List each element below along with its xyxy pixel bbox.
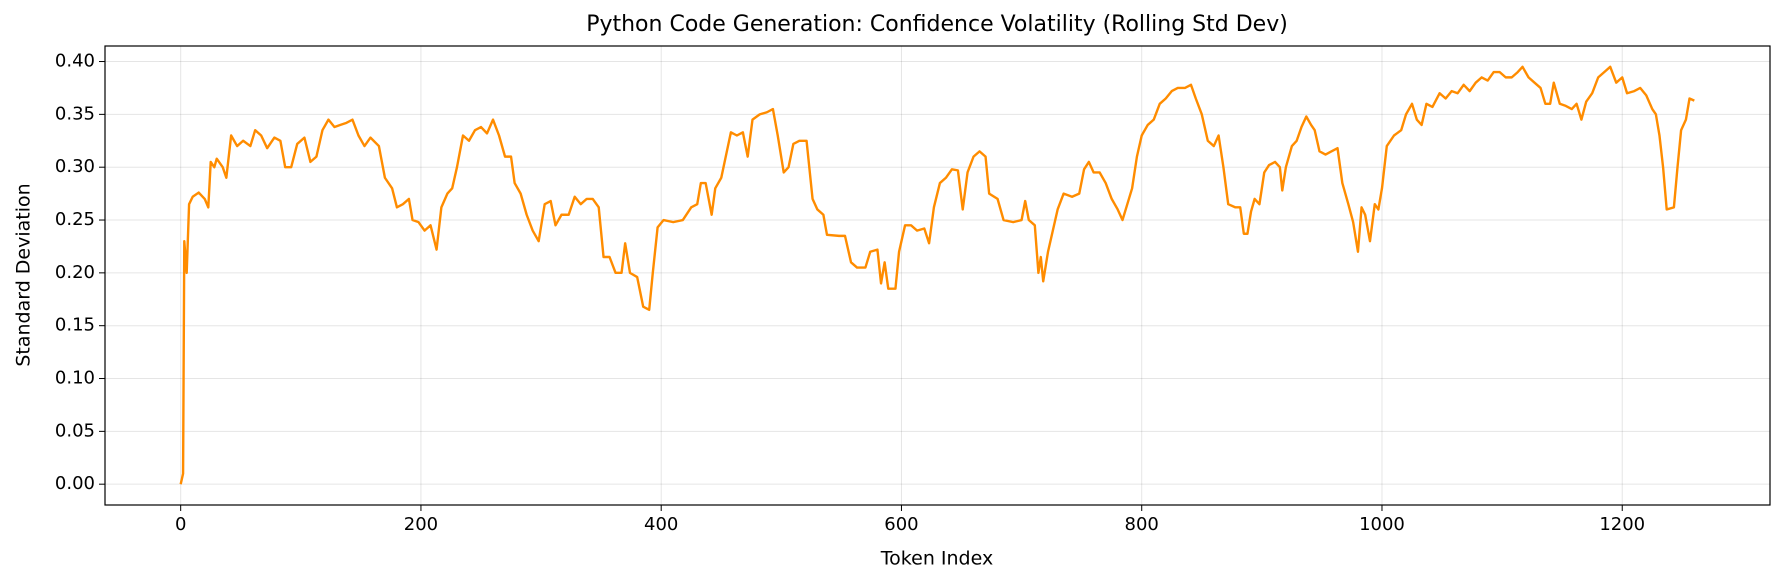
y-tick-label: 0.05 bbox=[55, 420, 95, 441]
x-tick-label: 800 bbox=[1125, 514, 1159, 535]
y-tick-label: 0.10 bbox=[55, 368, 95, 389]
y-tick-label: 0.25 bbox=[55, 209, 95, 230]
data-line bbox=[179, 65, 1695, 485]
plot-frame bbox=[104, 45, 1771, 506]
x-tick-label: 1200 bbox=[1599, 514, 1645, 535]
y-axis-label: Standard Deviation bbox=[13, 183, 35, 366]
x-tick-label: 400 bbox=[644, 514, 678, 535]
x-tick-label: 0 bbox=[175, 514, 186, 535]
y-tick-label: 0.20 bbox=[55, 262, 95, 283]
x-axis-label: Token Index bbox=[880, 548, 993, 570]
y-tick-label: 0.40 bbox=[55, 51, 95, 72]
x-tick-label: 600 bbox=[884, 514, 918, 535]
x-tick-label: 200 bbox=[404, 514, 438, 535]
x-tick-label: 1000 bbox=[1359, 514, 1405, 535]
y-tick-label: 0.00 bbox=[55, 473, 95, 494]
y-tick-label: 0.15 bbox=[55, 315, 95, 336]
y-tick-label: 0.35 bbox=[55, 103, 95, 124]
chart-title: Python Code Generation: Confidence Volat… bbox=[586, 12, 1288, 37]
y-tick-label: 0.30 bbox=[55, 156, 95, 177]
